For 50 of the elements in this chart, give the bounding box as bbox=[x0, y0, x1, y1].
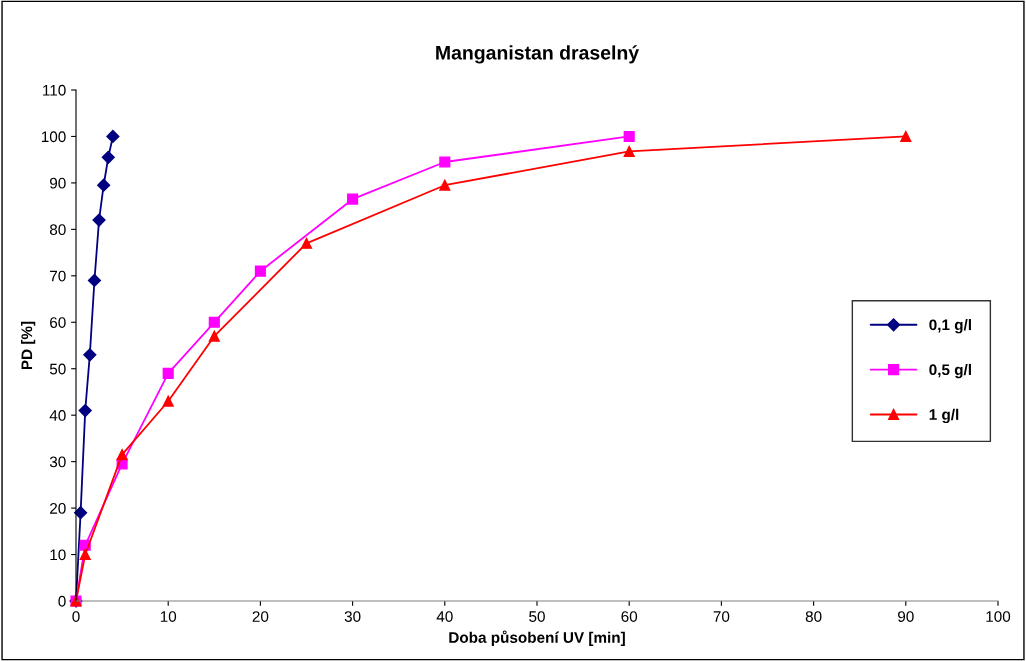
legend-label: 0,1 g/l bbox=[929, 319, 971, 334]
point bbox=[254, 265, 266, 277]
point bbox=[162, 367, 174, 379]
x-tick-label: 70 bbox=[713, 611, 730, 622]
x-tick-label: 0 bbox=[72, 611, 80, 622]
point bbox=[623, 145, 635, 157]
point bbox=[208, 330, 220, 342]
legend-label: 0,5 g/l bbox=[929, 363, 971, 379]
x-tick-label: 20 bbox=[252, 611, 269, 622]
point bbox=[623, 130, 635, 143]
point bbox=[97, 178, 111, 192]
y-tick-label: 10 bbox=[50, 549, 66, 561]
y-tick-label: 70 bbox=[50, 270, 66, 282]
point bbox=[116, 449, 128, 461]
x-tick-label: 10 bbox=[160, 611, 177, 622]
y-tick-label: 20 bbox=[50, 502, 66, 514]
point bbox=[79, 548, 91, 561]
y-tick-label: 0 bbox=[58, 595, 66, 607]
point bbox=[439, 179, 451, 191]
x-tick-label: 50 bbox=[529, 611, 545, 622]
y-tick-label: 60 bbox=[50, 317, 66, 328]
x-tick-label: 90 bbox=[898, 611, 914, 622]
point bbox=[439, 156, 451, 168]
point bbox=[162, 395, 174, 407]
chart-title: Manganistan draselný bbox=[436, 45, 640, 64]
y-axis-title: PD [%] bbox=[20, 321, 36, 370]
point bbox=[300, 237, 313, 249]
y-tick-label: 90 bbox=[50, 177, 66, 189]
x-tick-label: 100 bbox=[986, 611, 1011, 622]
point bbox=[92, 213, 106, 227]
point bbox=[106, 129, 120, 144]
point bbox=[208, 316, 220, 328]
point bbox=[347, 193, 359, 205]
x-axis-title: Doba působení UV [min] bbox=[449, 630, 625, 646]
point bbox=[87, 273, 102, 288]
y-tick-label: 110 bbox=[43, 84, 66, 96]
legend-label: 1 g/l bbox=[929, 408, 959, 424]
point bbox=[78, 403, 92, 418]
x-tick-label: 80 bbox=[805, 611, 822, 622]
point bbox=[101, 150, 115, 164]
y-tick-label: 40 bbox=[49, 410, 66, 421]
y-tick-label: 30 bbox=[49, 456, 66, 468]
x-tick-label: 30 bbox=[344, 611, 361, 622]
x-tick-label: 60 bbox=[621, 611, 638, 622]
y-tick-label: 100 bbox=[41, 131, 66, 143]
x-tick-label: 40 bbox=[436, 611, 453, 622]
y-tick-label: 50 bbox=[49, 363, 66, 375]
point bbox=[83, 348, 97, 362]
point bbox=[900, 130, 912, 143]
y-tick-label: 80 bbox=[49, 224, 66, 236]
